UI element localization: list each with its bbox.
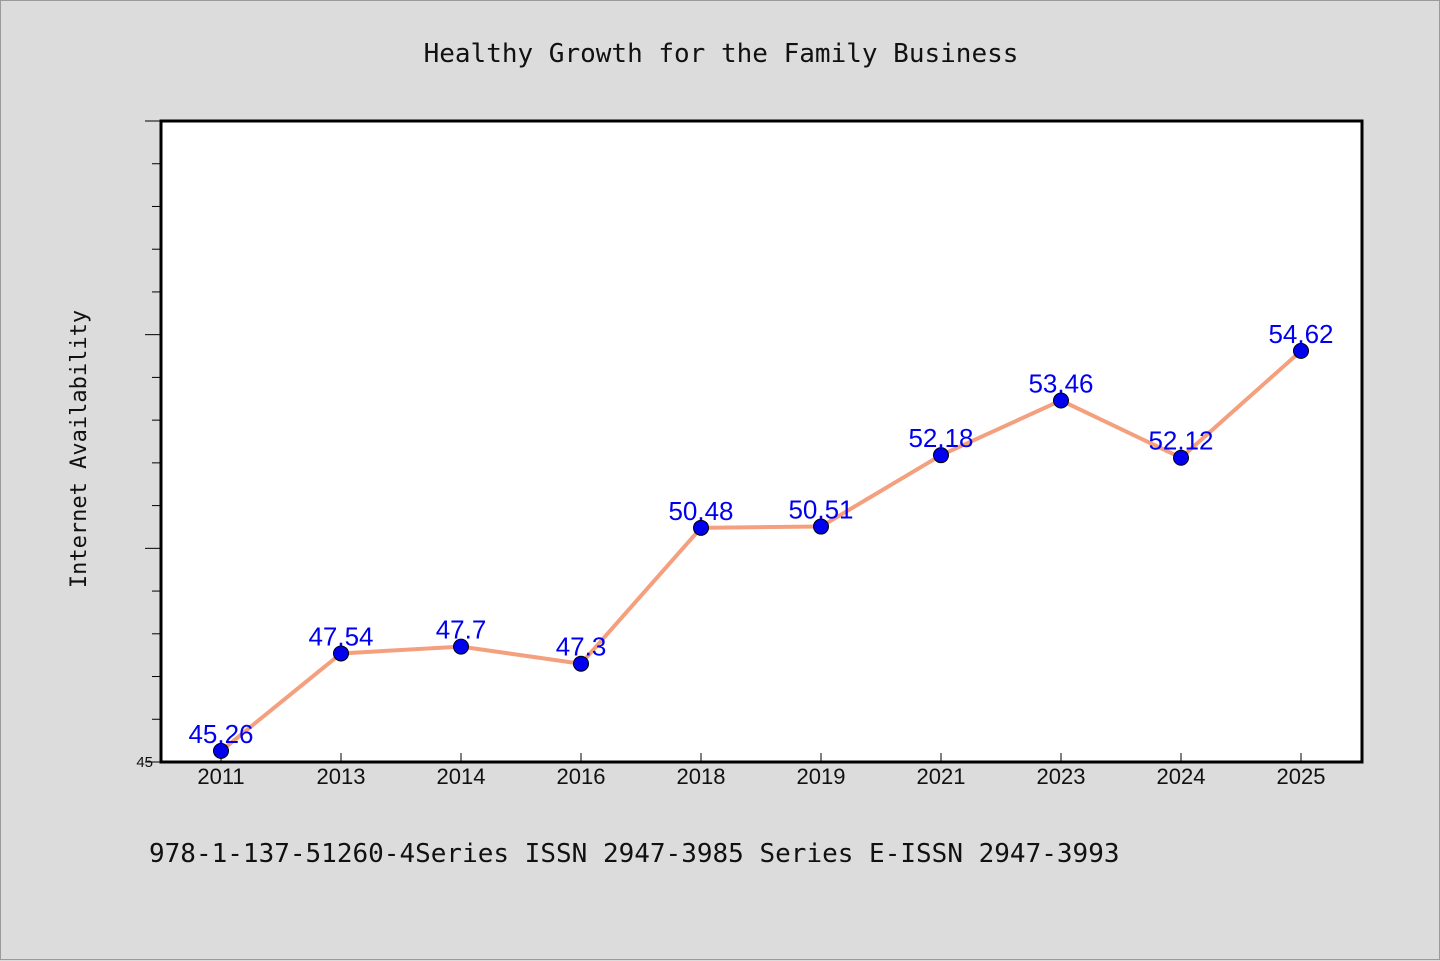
data-point <box>1293 342 1309 359</box>
x-tick-label: 2019 <box>797 764 846 789</box>
data-point <box>693 519 709 536</box>
data-point <box>933 447 949 464</box>
y-axis-ticks: 45 <box>136 120 161 771</box>
x-tick-label: 2024 <box>1157 764 1206 789</box>
x-tick-label: 2018 <box>677 764 726 789</box>
x-tick-label: 2023 <box>1037 764 1086 789</box>
data-label: 52.12 <box>1148 426 1213 456</box>
chart-title: Healthy Growth for the Family Business <box>424 39 1019 69</box>
footer-isbn-text: 978-1-137-51260-4Series ISSN 2947-3985 S… <box>149 839 1120 869</box>
data-label: 50.48 <box>668 496 733 526</box>
data-point <box>1173 449 1189 466</box>
data-label: 47.7 <box>436 615 487 645</box>
data-point <box>1053 392 1069 409</box>
x-tick-label: 2021 <box>917 764 966 789</box>
data-label: 50.51 <box>788 495 853 525</box>
data-label: 47.54 <box>308 621 373 651</box>
data-point <box>573 655 589 672</box>
data-label: 53.46 <box>1028 368 1093 398</box>
x-axis-ticks: 2011 2013 2014 2016 2018 2019 2021 2023 2024 2025 <box>197 753 1325 789</box>
data-point <box>453 638 469 655</box>
data-label: 54.62 <box>1268 319 1333 349</box>
data-point <box>213 742 229 759</box>
series-line <box>219 348 1303 753</box>
data-label: 47.3 <box>556 632 607 662</box>
data-point <box>813 518 829 535</box>
x-tick-label: 2014 <box>437 764 486 789</box>
data-point <box>333 645 349 662</box>
y-tick-label: 45 <box>136 754 153 771</box>
plot-area <box>159 119 1364 764</box>
y-axis-label: Internet Availability <box>67 310 92 588</box>
x-tick-label: 2011 <box>197 764 244 789</box>
data-label: 45.26 <box>188 719 253 749</box>
x-tick-label: 2025 <box>1277 764 1326 789</box>
data-label: 52.18 <box>908 423 973 453</box>
series-group: 45.26 47.54 47.7 47.3 50.48 50.51 52.18 53.46 52… <box>188 319 1334 759</box>
x-tick-label: 2016 <box>557 764 606 789</box>
x-tick-label: 2013 <box>317 764 366 789</box>
